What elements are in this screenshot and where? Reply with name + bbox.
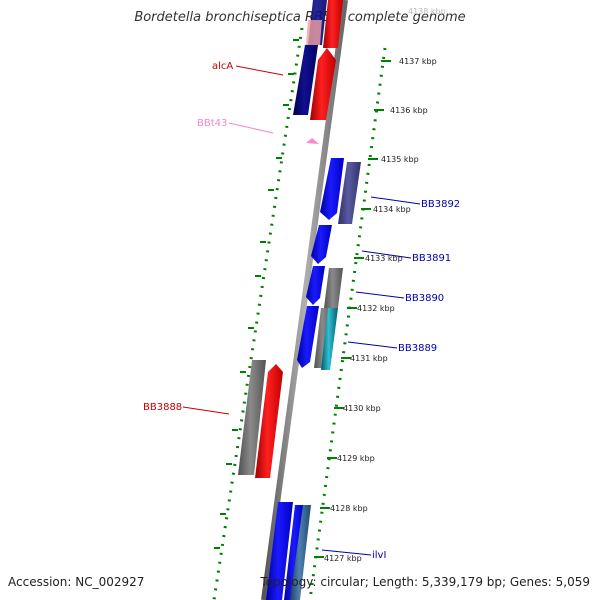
gene-label-ilvi[interactable]: ilvI: [372, 550, 386, 561]
gene-feature: [297, 306, 319, 368]
tick-label: 4138 kbp: [408, 7, 446, 16]
gene-label-bb3889[interactable]: BB3889: [398, 343, 437, 354]
accession-text: Accession: NC_002927: [8, 575, 145, 589]
tick-label: 4136 kbp: [390, 106, 428, 115]
gene-feature: [238, 360, 266, 475]
gene-label-bb3888[interactable]: BB3888: [143, 402, 182, 413]
gene-feature: [290, 505, 311, 600]
gene-feature: [293, 45, 318, 115]
gene-feature: [320, 158, 344, 220]
tick-label: 4127 kbp: [324, 554, 362, 563]
tick-label: 4137 kbp: [399, 57, 437, 66]
gene-feature: [321, 308, 338, 370]
inner-scale-ring: [212, 27, 304, 600]
gene-feature: [306, 20, 322, 45]
gene-feature: [338, 162, 361, 224]
genome-backbone: [261, 0, 348, 600]
map-title: Bordetella bronchiseptica RB50, complete…: [134, 10, 466, 25]
gene-feature: [306, 266, 325, 305]
tick-label: 4131 kbp: [350, 354, 388, 363]
major-ticks: [314, 60, 391, 558]
gene-feature: [306, 138, 319, 144]
gene-feature: [266, 502, 293, 600]
gene-feature: [255, 364, 283, 478]
tick-label: 4130 kbp: [343, 404, 381, 413]
tick-label: 4129 kbp: [337, 454, 375, 463]
gene-label-bb3891[interactable]: BB3891: [412, 253, 451, 264]
genome-stats-text: Topology: circular; Length: 5,339,179 bp…: [260, 575, 590, 589]
tick-label: 4134 kbp: [373, 205, 411, 214]
tick-label: 4133 kbp: [365, 254, 403, 263]
label-leaders: [182, 65, 421, 556]
gene-features: [238, 0, 361, 600]
gene-feature: [324, 268, 343, 308]
gene-label-alca[interactable]: alcA: [212, 61, 233, 72]
tick-label: 4128 kbp: [330, 504, 368, 513]
tick-label: 4135 kbp: [381, 155, 419, 164]
gene-label-bb3892[interactable]: BB3892: [421, 199, 460, 210]
gene-feature: [323, 0, 343, 48]
gene-label-bb3890[interactable]: BB3890: [405, 293, 444, 304]
minor-ticks: [214, 39, 299, 549]
gene-feature: [310, 48, 336, 120]
gene-feature: [311, 225, 332, 264]
gene-label-bbt43[interactable]: BBt43: [197, 118, 227, 129]
tick-label: 4132 kbp: [357, 304, 395, 313]
